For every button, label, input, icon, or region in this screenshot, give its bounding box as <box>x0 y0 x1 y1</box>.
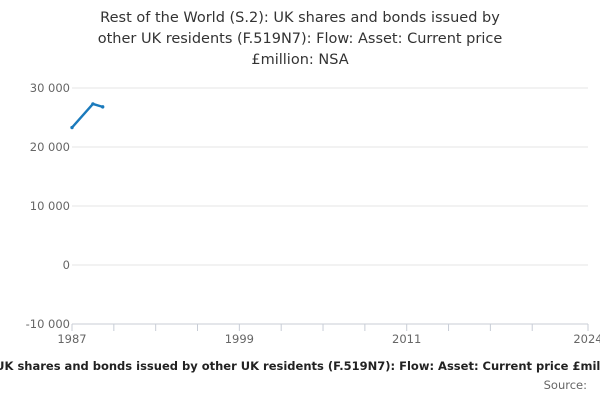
y-axis-tick-label: 20 000 <box>29 140 70 154</box>
chart-title: Rest of the World (S.2): UK shares and b… <box>97 10 503 68</box>
data-point[interactable] <box>100 105 105 109</box>
data-point[interactable] <box>91 102 95 106</box>
x-axis-tick-label: 1999 <box>224 332 254 346</box>
gridlines <box>72 87 588 266</box>
footer-caption: Rest of the World (S.2): UK shares and b… <box>0 359 600 373</box>
y-axis-tick-label: 30 000 <box>29 81 70 95</box>
y-axis-tick-label: 0 <box>62 258 70 272</box>
x-axis-tick-label: 1987 <box>57 332 87 346</box>
series-polyline[interactable] <box>70 102 104 129</box>
y-axis-tick-label: -10 000 <box>25 317 70 331</box>
x-axis-tick-label: 2024 <box>573 332 600 346</box>
x-axis-ticks <box>71 324 589 331</box>
chart-footer: Rest of the World (S.2): UK shares and b… <box>0 358 600 400</box>
data-point[interactable] <box>70 125 74 130</box>
series-data-points[interactable] <box>70 102 105 130</box>
x-axis-tick-label: 2011 <box>392 332 422 346</box>
y-axis-tick-label: 10 000 <box>29 199 70 213</box>
series-line[interactable] <box>70 102 104 129</box>
source-label: Source: <box>543 378 587 392</box>
